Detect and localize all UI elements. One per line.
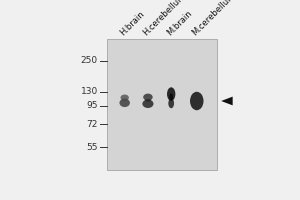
Ellipse shape: [145, 99, 151, 102]
Text: M.brain: M.brain: [165, 9, 194, 38]
Ellipse shape: [167, 87, 176, 101]
Ellipse shape: [169, 93, 173, 101]
Ellipse shape: [119, 99, 130, 107]
Ellipse shape: [121, 95, 129, 101]
Text: H.cerebellum: H.cerebellum: [142, 0, 188, 38]
Bar: [107, 39, 217, 170]
Text: 250: 250: [81, 56, 98, 65]
Ellipse shape: [168, 98, 174, 108]
Text: M.cerebellum: M.cerebellum: [190, 0, 237, 38]
Polygon shape: [221, 97, 233, 105]
Text: 95: 95: [86, 101, 98, 110]
Text: H.brain: H.brain: [118, 10, 146, 38]
Text: 72: 72: [87, 120, 98, 129]
Ellipse shape: [143, 94, 153, 101]
Text: 55: 55: [86, 143, 98, 152]
Text: 130: 130: [81, 87, 98, 96]
Ellipse shape: [142, 100, 154, 108]
Ellipse shape: [190, 92, 203, 110]
